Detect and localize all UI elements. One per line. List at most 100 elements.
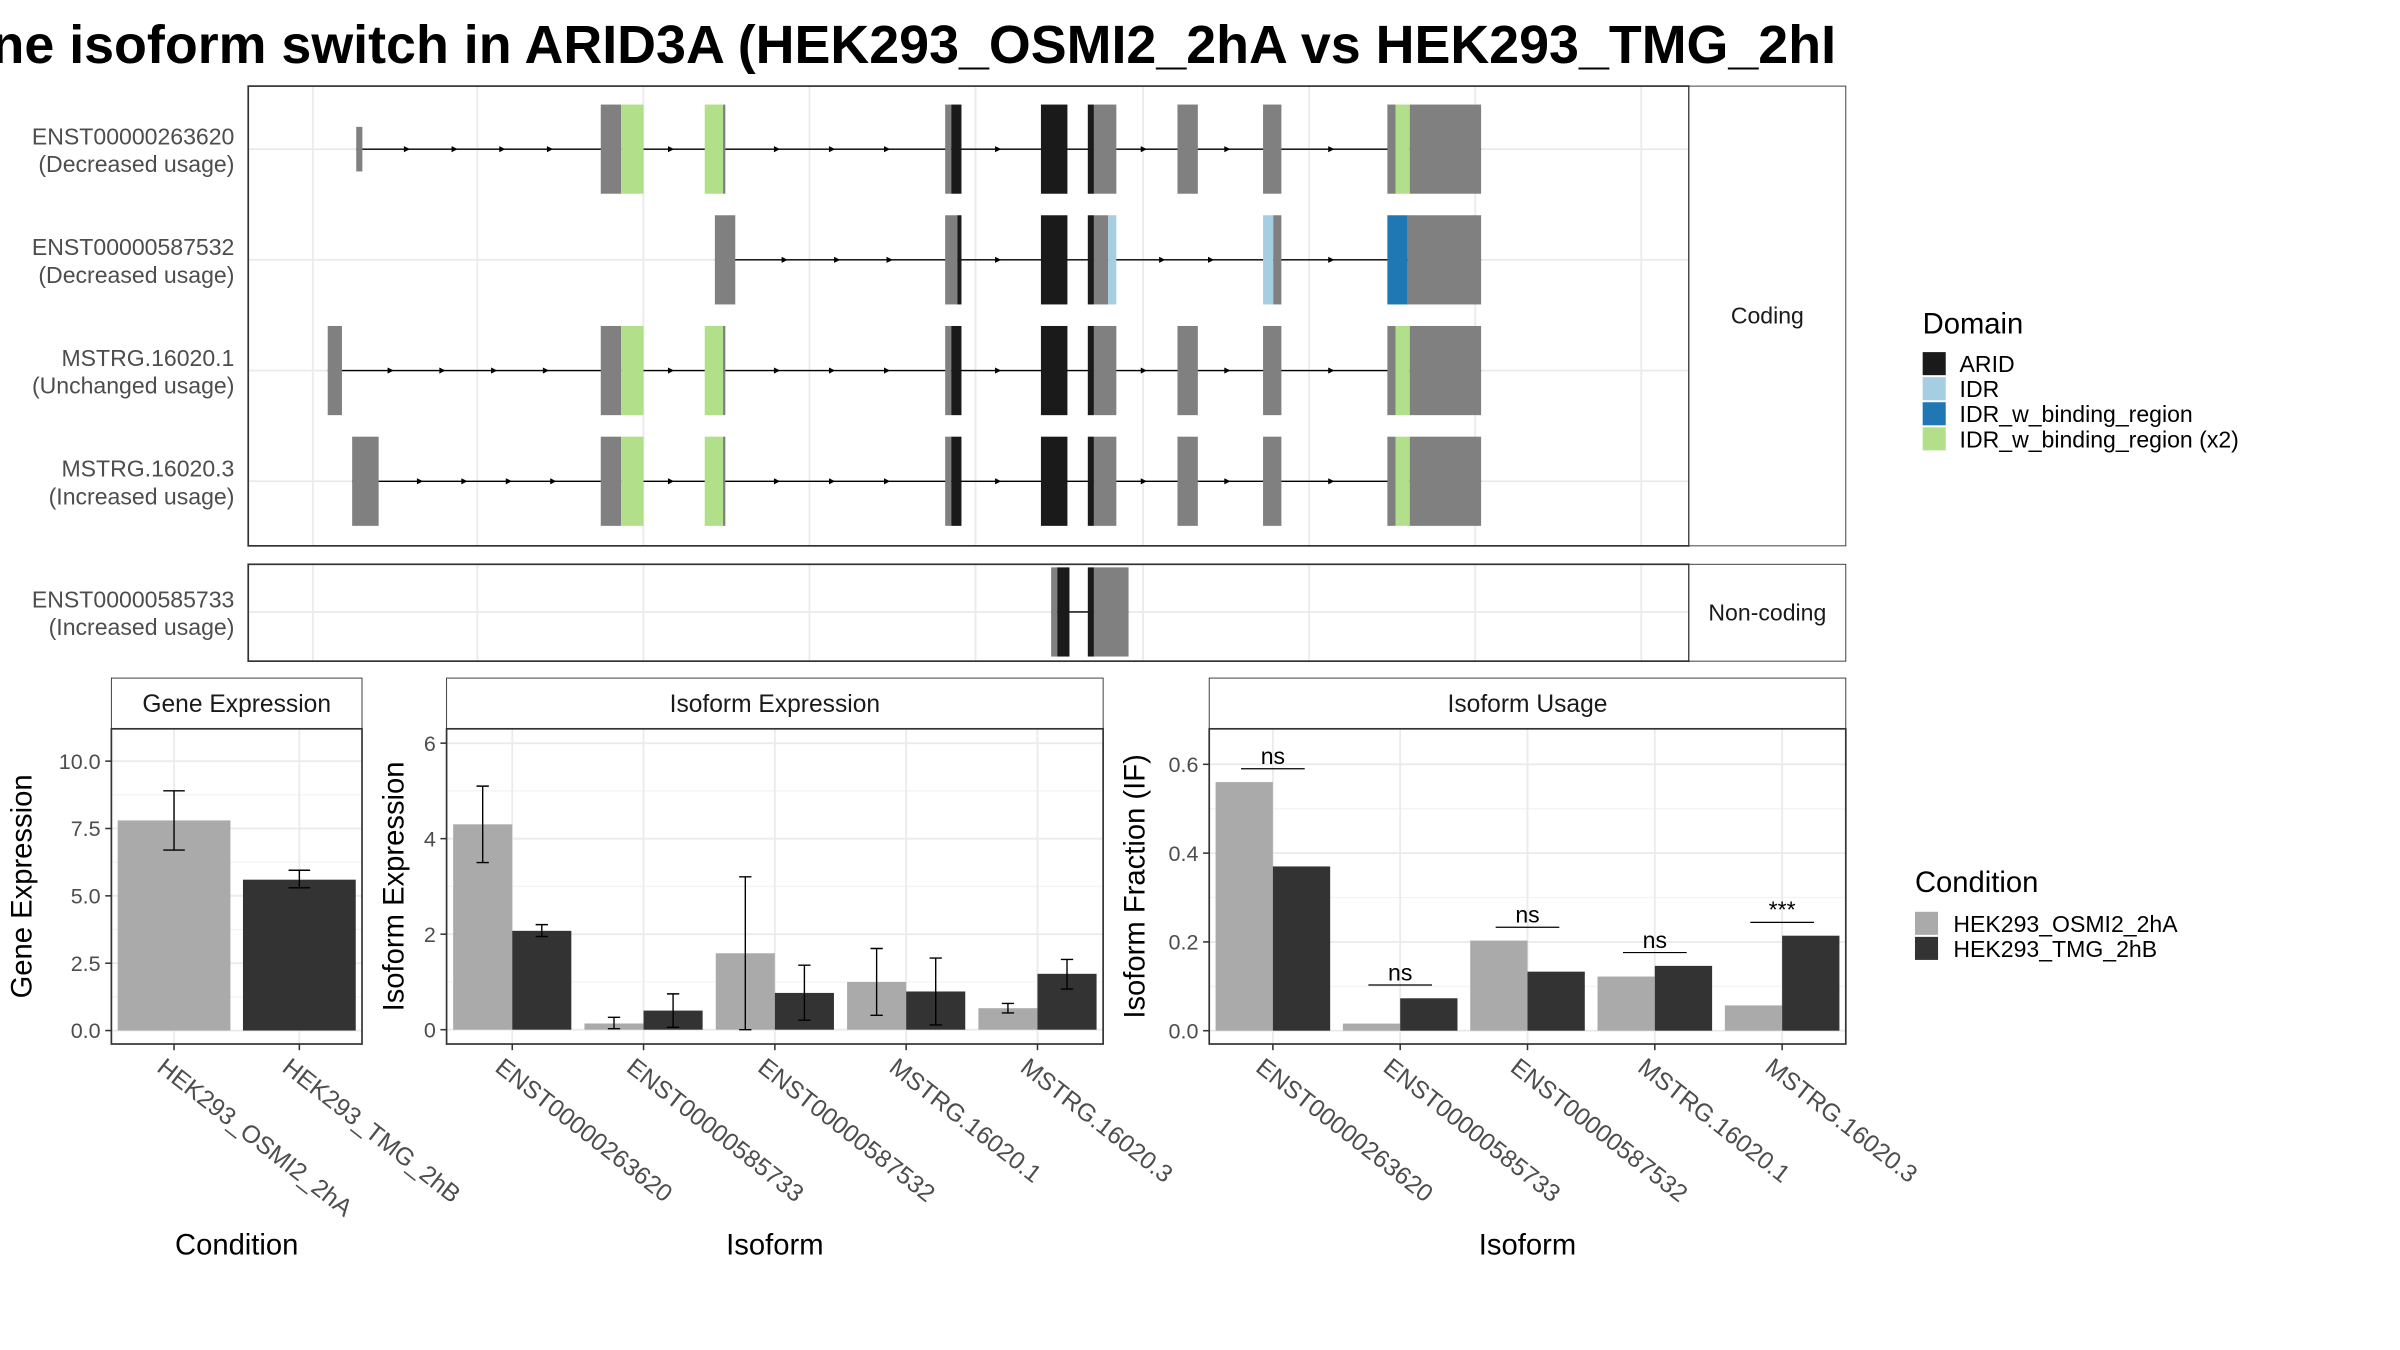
error-bar xyxy=(288,869,311,889)
chart-strip-title: Isoform Usage xyxy=(1448,691,1608,718)
exon-segment xyxy=(714,215,736,305)
error-bar xyxy=(476,785,489,864)
bar-hek293-tmg-2hb xyxy=(1400,998,1458,1031)
intron-arrow xyxy=(491,367,498,374)
y-tick-label: 4 xyxy=(424,827,436,851)
condition-legend-label: HEK293_TMG_2hB xyxy=(1953,936,2157,962)
exon-segment xyxy=(1407,215,1411,305)
intron-arrow xyxy=(883,478,891,485)
bar-hek293-tmg-2hb xyxy=(1272,866,1331,1031)
exon-segment xyxy=(600,436,622,526)
intron-arrow xyxy=(1140,367,1147,374)
bar-hek293-osmi2-2ha xyxy=(978,1008,1038,1030)
exon-segment xyxy=(600,325,622,416)
exon-domain-idr xyxy=(1108,215,1117,305)
exon-segment xyxy=(1409,436,1482,526)
isoform-id-label: ENST00000587532 xyxy=(32,234,234,260)
exon-domain-idr-w-binding-region-x2- xyxy=(621,104,644,194)
exon-domain-arid xyxy=(1040,215,1068,305)
x-axis-title: Condition xyxy=(175,1230,298,1262)
facet-strip xyxy=(1688,563,1847,662)
exon-segment xyxy=(1177,436,1198,526)
error-bar xyxy=(929,957,942,1026)
exon-domain-idr-w-binding-region-x2- xyxy=(704,325,724,416)
structure-facet-non-coding: ENST00000585733(Increased usage) Non-codi… xyxy=(32,563,1847,663)
exon-domain-idr-w-binding-region xyxy=(1387,215,1408,305)
isoform-id-label: MSTRG.16020.1 xyxy=(61,345,234,371)
intron-arrow xyxy=(1140,478,1147,485)
bar-hek293-osmi2-2ha xyxy=(1724,1005,1783,1031)
facet-strip-label: Non-coding xyxy=(1708,599,1826,625)
exon-segment xyxy=(1093,325,1117,416)
intron-arrow xyxy=(834,256,841,263)
intron-arrow xyxy=(883,367,891,374)
exon-segment xyxy=(1387,325,1396,416)
intron-arrow xyxy=(1159,256,1166,263)
facet-strip xyxy=(1688,85,1847,547)
intron-arrow xyxy=(451,146,458,153)
y-tick-label: 0.4 xyxy=(1169,842,1199,866)
domain-legend-label: IDR xyxy=(1960,376,2000,402)
condition-legend-swatch xyxy=(1914,936,1939,960)
domain-legend-title: Domain xyxy=(1923,309,2024,341)
exon-domain-arid xyxy=(951,325,962,416)
exon-segment xyxy=(1093,104,1117,194)
domain-legend-swatch xyxy=(1922,402,1946,426)
intron-arrow xyxy=(1328,478,1335,485)
exon-domain-arid xyxy=(957,215,962,305)
intron-arrow xyxy=(828,367,836,374)
exon-domain-arid xyxy=(1040,436,1068,526)
figure-title: ne isoform switch in ARID3A (HEK293_OSMI… xyxy=(0,15,1836,75)
exon-domain-idr-w-binding-region-x2- xyxy=(621,325,644,416)
exon-segment xyxy=(1051,567,1058,657)
domain-legend-label: IDR_w_binding_region xyxy=(1960,401,2193,427)
intron-arrow xyxy=(995,478,1002,485)
exon-segment xyxy=(1387,104,1396,194)
exon-domain-arid xyxy=(1040,104,1068,194)
intron-arrow xyxy=(550,478,557,485)
intron-arrow xyxy=(667,367,675,374)
exon-segment xyxy=(327,325,342,416)
isoform-usage-label: (Increased usage) xyxy=(49,483,235,509)
exon-segment xyxy=(1093,215,1109,305)
bar-hek293-osmi2-2ha xyxy=(1470,940,1528,1031)
error-bar xyxy=(739,876,752,1031)
exon-segment xyxy=(945,436,952,526)
exon-segment xyxy=(352,436,379,526)
intron-arrow xyxy=(1207,256,1215,263)
exon-domain-arid xyxy=(1057,567,1070,657)
y-tick-label: 6 xyxy=(424,732,436,756)
exon-domain-idr-w-binding-region-x2- xyxy=(704,436,724,526)
domain-legend-swatch xyxy=(1922,377,1946,401)
exon-segment xyxy=(723,325,726,416)
structure-facet-coding: ENST00000263620(Decreased usage)ENST0000… xyxy=(32,85,1847,547)
error-bar xyxy=(535,923,548,938)
y-tick-label: 7.5 xyxy=(71,817,101,841)
y-axis-title: Isoform Expression xyxy=(379,761,411,1011)
intron-arrow xyxy=(667,146,675,153)
intron-arrow xyxy=(995,146,1002,153)
exon-domain-idr-w-binding-region-x2- xyxy=(621,436,644,526)
bar-hek293-tmg-2hb xyxy=(512,930,572,1030)
intron-arrow xyxy=(1328,146,1335,153)
condition-legend-swatch xyxy=(1914,911,1939,935)
intron-arrow xyxy=(1224,146,1231,153)
y-tick-label: 0.0 xyxy=(71,1019,101,1043)
exon-domain-idr-w-binding-region-x2- xyxy=(1395,325,1410,416)
isoform-usage-label: (Unchanged usage) xyxy=(32,373,234,399)
error-bar xyxy=(870,947,883,1017)
exon-segment xyxy=(1387,436,1396,526)
intron-arrow xyxy=(505,478,512,485)
intron-arrow xyxy=(1328,367,1335,374)
isoform-usage-chart: Isoform Usagensnsnsns***0.00.20.40.6ENST… xyxy=(1120,677,1922,1262)
exon-domain-arid xyxy=(951,104,962,194)
chart-strip-title: Gene Expression xyxy=(142,691,331,718)
significance-label: ns xyxy=(1643,927,1667,953)
condition-legend-title: Condition xyxy=(1915,867,2038,899)
intron-arrow xyxy=(542,367,550,374)
chart-strip-title: Isoform Expression xyxy=(670,691,880,718)
exon-domain-arid xyxy=(1087,104,1094,194)
significance-label: *** xyxy=(1769,897,1796,923)
domain-legend-swatch xyxy=(1922,352,1946,376)
exon-segment xyxy=(356,126,363,172)
